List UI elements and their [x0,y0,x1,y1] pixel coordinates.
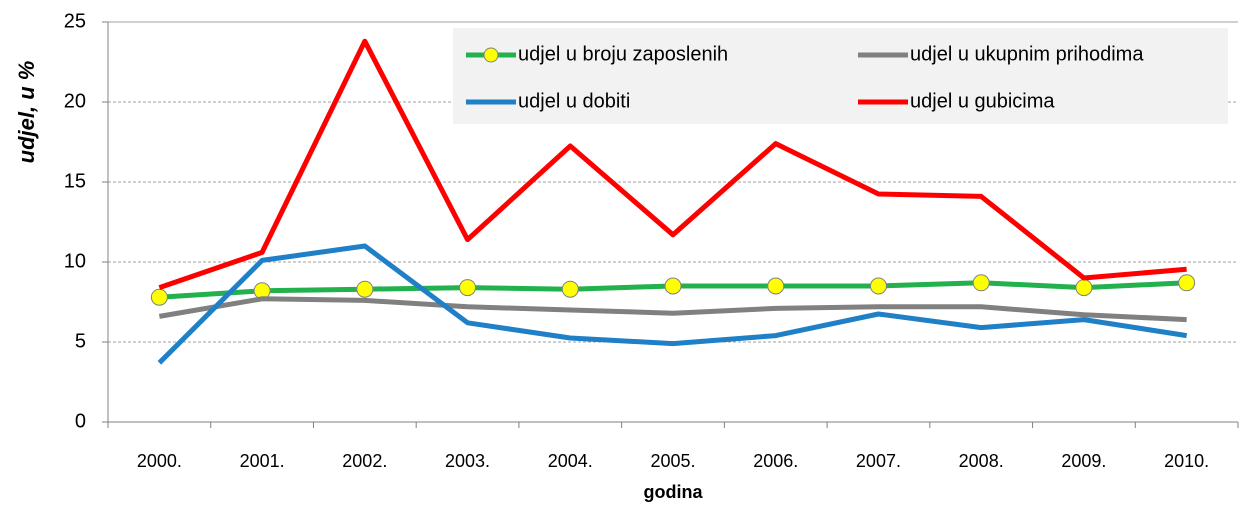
point-marker [1178,274,1196,292]
point-marker [972,274,990,292]
x-tick-label: 2006. [753,451,798,471]
legend-label: udjel u broju zaposlenih [518,43,728,65]
y-tick-label: 20 [64,90,86,112]
legend-label: udjel u dobiti [518,90,630,112]
x-tick-label: 2000. [137,451,182,471]
x-tick-label: 2005. [650,451,695,471]
series-line [158,296,1187,323]
point-marker [459,279,477,297]
y-tick-label: 5 [75,330,86,352]
x-tick-label: 2009. [1061,451,1106,471]
y-tick-label: 0 [75,410,86,432]
x-tick-label: 2002. [342,451,387,471]
point-marker [150,288,168,306]
x-axis-title: godina [644,482,704,502]
point-marker [869,277,887,295]
point-marker [767,277,785,295]
series-line [157,243,1188,365]
legend-label: udjel u ukupnim prihodima [910,43,1144,65]
y-axis-title: udjel, u % [14,61,39,164]
legend-label: udjel u gubicima [910,90,1055,112]
x-tick-label: 2008. [959,451,1004,471]
x-tick-label: 2001. [240,451,285,471]
point-marker [356,280,374,298]
x-tick-label: 2010. [1164,451,1209,471]
legend-box [453,28,1228,124]
x-tick-label: 2004. [548,451,593,471]
y-tick-label: 15 [64,170,86,192]
x-tick-label: 2003. [445,451,490,471]
y-tick-label: 10 [64,250,86,272]
y-tick-label: 25 [64,10,86,32]
point-marker [1075,279,1093,297]
legend-marker [483,47,499,63]
x-tick-label: 2007. [856,451,901,471]
series-line [158,38,1187,290]
point-marker [664,277,682,295]
point-marker [561,280,579,298]
